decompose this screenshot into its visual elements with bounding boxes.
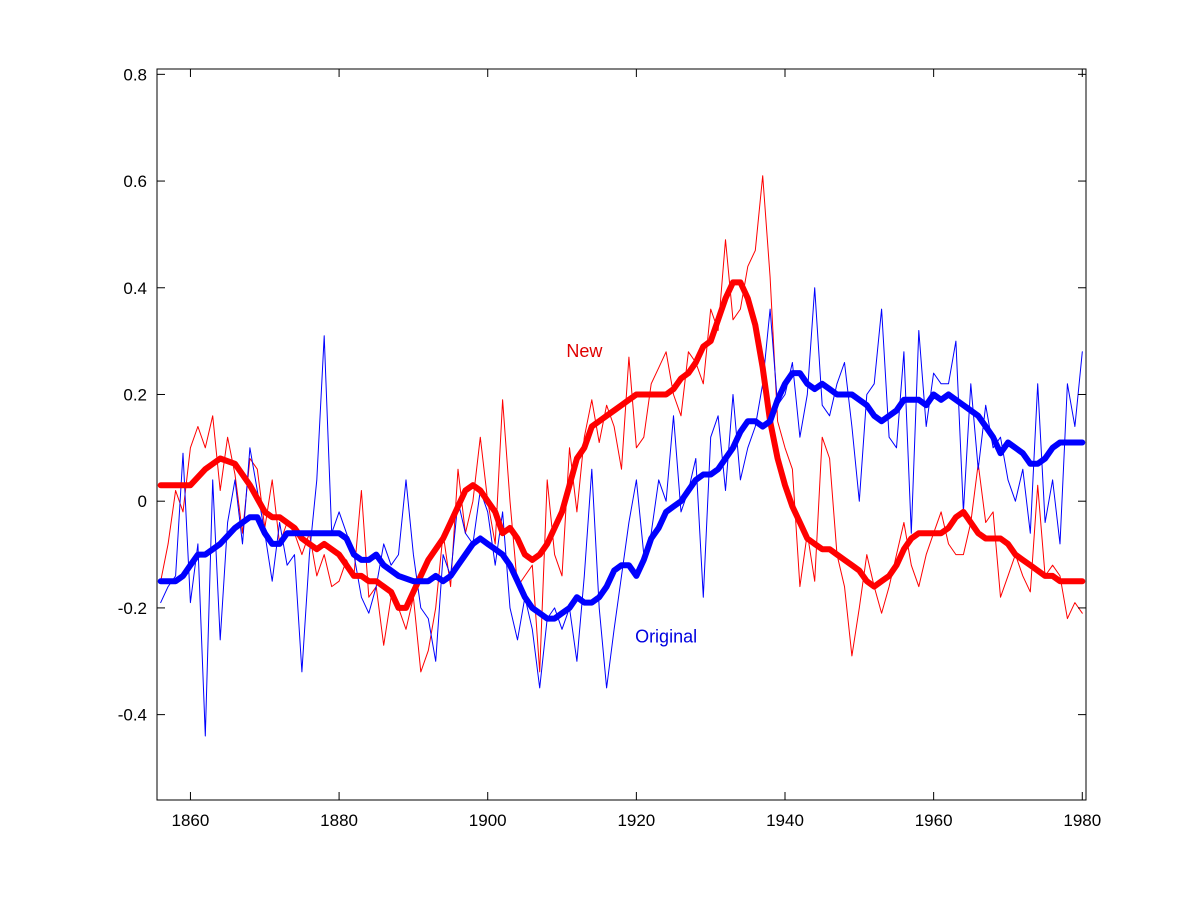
x-tick-label: 1920 bbox=[617, 811, 655, 830]
series-layer bbox=[157, 175, 1086, 737]
annotation-label: New bbox=[566, 341, 603, 361]
series-line-annual-1 bbox=[160, 287, 1083, 737]
series-line-smoothed-3 bbox=[157, 370, 1086, 622]
x-tick-label: 1940 bbox=[766, 811, 804, 830]
plot-area bbox=[157, 69, 1086, 800]
y-tick-label: -0.2 bbox=[118, 599, 147, 618]
axis-layer: 1860 1880 1900 1920 1940 1960 1980 -0.4 -0.2 0 0.2… bbox=[118, 65, 1101, 830]
y-tick-label: 0.8 bbox=[123, 65, 147, 84]
y-tick-label: 0.2 bbox=[123, 385, 147, 404]
x-tick-label: 1960 bbox=[915, 811, 953, 830]
x-tick-label: 1980 bbox=[1063, 811, 1101, 830]
annotation-label: Original bbox=[635, 627, 697, 647]
x-tick-label: 1900 bbox=[469, 811, 507, 830]
annotation-layer: New Original bbox=[566, 341, 697, 646]
series-line-annual-0 bbox=[160, 175, 1083, 673]
x-tick-label: 1860 bbox=[172, 811, 210, 830]
plot-frame bbox=[156, 68, 1087, 801]
y-tick-label: 0.6 bbox=[123, 172, 147, 191]
y-tick-label: 0.4 bbox=[123, 279, 147, 298]
y-tick-label: 0 bbox=[138, 492, 147, 511]
x-tick-label: 1880 bbox=[320, 811, 358, 830]
y-tick-label: -0.4 bbox=[118, 706, 147, 725]
series-line-smoothed-2 bbox=[157, 279, 1086, 611]
